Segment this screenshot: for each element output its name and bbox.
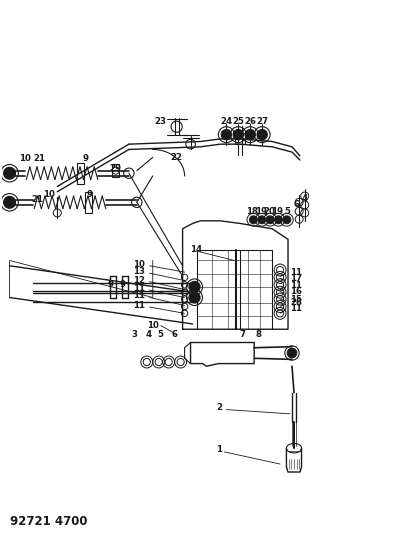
Text: 4: 4 <box>146 330 152 339</box>
Text: 28: 28 <box>290 298 302 308</box>
Text: 18: 18 <box>246 207 258 216</box>
Text: 9: 9 <box>120 280 126 289</box>
Bar <box>235 133 245 144</box>
Circle shape <box>189 292 200 303</box>
Circle shape <box>266 216 274 224</box>
Text: 6: 6 <box>294 200 300 209</box>
Text: 10: 10 <box>133 260 145 269</box>
Text: 11: 11 <box>290 281 302 290</box>
Text: 1: 1 <box>217 445 223 454</box>
Text: 9: 9 <box>86 190 92 199</box>
Text: 11: 11 <box>290 304 302 313</box>
Text: 20: 20 <box>263 207 275 216</box>
Circle shape <box>257 130 267 140</box>
Text: 12: 12 <box>133 276 145 285</box>
Circle shape <box>245 130 255 140</box>
Text: 11: 11 <box>133 284 145 293</box>
Bar <box>85 192 92 213</box>
Text: 19: 19 <box>255 207 267 216</box>
Text: 17: 17 <box>290 274 302 283</box>
Text: 8: 8 <box>255 330 261 339</box>
Text: 10: 10 <box>43 190 55 199</box>
Text: 3: 3 <box>132 330 138 339</box>
Circle shape <box>249 216 257 224</box>
Text: 6: 6 <box>172 330 178 339</box>
Text: 92721 4700: 92721 4700 <box>10 515 87 528</box>
Text: 9: 9 <box>82 155 88 164</box>
Text: 16: 16 <box>290 287 302 296</box>
Text: 5: 5 <box>158 330 164 339</box>
Text: 2: 2 <box>217 403 223 412</box>
Text: 21: 21 <box>33 155 45 164</box>
Text: 11: 11 <box>133 301 145 310</box>
Circle shape <box>4 167 16 179</box>
Circle shape <box>189 281 200 293</box>
Text: 26: 26 <box>245 117 257 126</box>
Text: 27: 27 <box>257 117 269 126</box>
Circle shape <box>4 196 16 208</box>
Bar <box>112 164 119 177</box>
Text: 24: 24 <box>221 117 233 126</box>
Circle shape <box>275 216 282 224</box>
Text: 14: 14 <box>190 245 203 254</box>
Circle shape <box>287 348 297 358</box>
Circle shape <box>258 216 266 224</box>
Bar <box>77 163 84 184</box>
Text: 5: 5 <box>284 207 290 216</box>
Text: 11: 11 <box>133 292 145 301</box>
Text: 29: 29 <box>109 164 121 173</box>
Text: 23: 23 <box>155 117 167 126</box>
Text: 21: 21 <box>31 195 43 204</box>
Text: 11: 11 <box>290 268 302 277</box>
Text: 9: 9 <box>108 280 114 289</box>
Text: 22: 22 <box>171 153 182 162</box>
Text: 10: 10 <box>20 155 31 164</box>
Circle shape <box>233 130 243 140</box>
Text: 10: 10 <box>147 321 159 330</box>
Circle shape <box>283 216 291 224</box>
Circle shape <box>221 130 231 140</box>
Text: 4: 4 <box>302 193 308 203</box>
Text: 25: 25 <box>233 117 245 126</box>
Text: 13: 13 <box>133 267 145 276</box>
Text: 19: 19 <box>271 207 283 216</box>
Text: 7: 7 <box>239 330 245 339</box>
Text: 15: 15 <box>290 295 302 304</box>
